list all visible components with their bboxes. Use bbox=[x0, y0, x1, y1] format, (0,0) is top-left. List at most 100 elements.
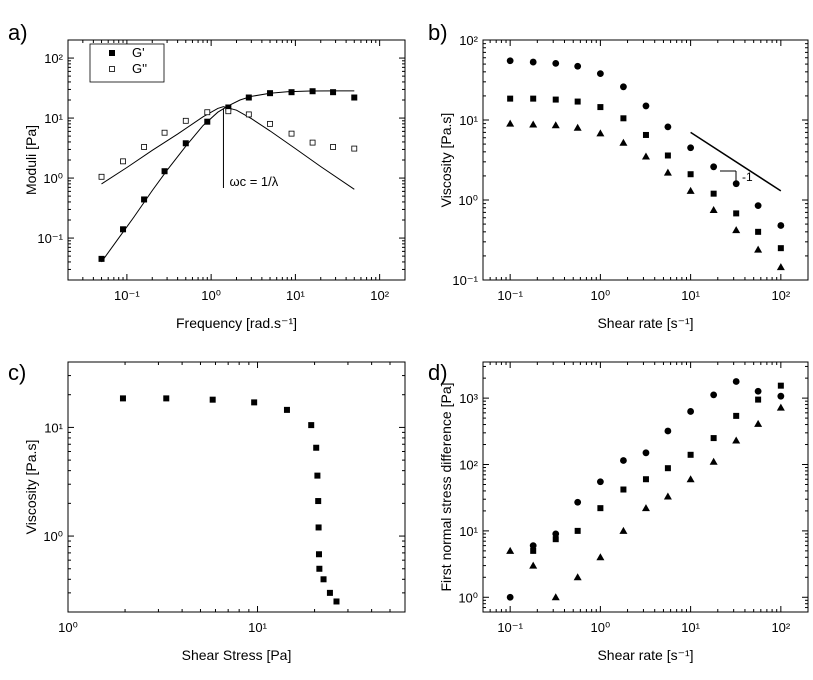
data-point bbox=[574, 98, 581, 105]
y-tick-label: 10¹ bbox=[44, 111, 63, 126]
data-point bbox=[333, 598, 340, 605]
x-tick-label: 10⁻¹ bbox=[114, 288, 140, 303]
data-point bbox=[573, 123, 582, 131]
x-tick-label: 10² bbox=[771, 288, 790, 303]
plot-frame bbox=[482, 39, 809, 281]
data-point bbox=[141, 144, 147, 150]
data-point bbox=[755, 396, 762, 403]
data-point bbox=[574, 527, 581, 534]
data-point bbox=[309, 88, 316, 95]
data-point bbox=[120, 226, 127, 233]
data-point bbox=[530, 95, 537, 102]
legend-box bbox=[89, 43, 165, 83]
x-tick-label: 10⁰ bbox=[201, 288, 221, 303]
data-point bbox=[777, 392, 785, 400]
data-point bbox=[182, 117, 189, 124]
y-tick-label: 10⁻¹ bbox=[452, 273, 478, 288]
data-point bbox=[754, 419, 763, 427]
x-axis-title: Shear Stress [Pa] bbox=[182, 647, 292, 663]
data-point bbox=[204, 118, 211, 125]
data-point bbox=[182, 140, 189, 147]
data-point bbox=[551, 593, 560, 601]
data-point bbox=[710, 435, 717, 442]
x-tick-label: 10¹ bbox=[286, 288, 305, 303]
data-point bbox=[552, 530, 560, 538]
data-point bbox=[283, 406, 290, 413]
data-point bbox=[641, 152, 650, 160]
legend-label: G' bbox=[132, 45, 145, 60]
data-point bbox=[530, 547, 537, 554]
series-G bbox=[98, 108, 358, 180]
data-point bbox=[141, 196, 148, 203]
x-tick-label: 10⁻¹ bbox=[497, 288, 523, 303]
data-point bbox=[663, 492, 672, 500]
data-point bbox=[733, 210, 740, 217]
data-point bbox=[664, 465, 671, 472]
data-point bbox=[209, 396, 216, 403]
data-point bbox=[732, 436, 741, 444]
series-squares bbox=[119, 395, 340, 605]
series-squares bbox=[530, 382, 784, 554]
data-point bbox=[620, 83, 627, 91]
panel-b: b) 10⁻¹ 10⁰ 10¹ 10² 10⁻¹ 10⁰ 10¹ 10² Shear rate [… bbox=[428, 20, 809, 331]
data-point bbox=[552, 96, 559, 103]
data-point bbox=[251, 399, 258, 406]
data-point bbox=[642, 449, 650, 457]
data-point bbox=[686, 186, 695, 194]
data-point bbox=[620, 457, 627, 464]
data-point bbox=[664, 152, 671, 159]
data-point bbox=[315, 524, 322, 531]
y-tick-label: 10³ bbox=[459, 391, 478, 406]
data-point bbox=[309, 139, 316, 146]
data-point bbox=[687, 171, 694, 178]
data-point bbox=[642, 102, 650, 110]
data-point bbox=[529, 120, 538, 128]
data-point bbox=[732, 226, 741, 234]
panel-a: a) 10⁻¹ 10⁰ 10¹ 10² 10⁻¹ 10⁰ 10¹ 10² Frequency [r… bbox=[8, 20, 406, 331]
y-axis-title: Viscosity [Pa.s] bbox=[438, 113, 454, 208]
x-tick-label: 10⁰ bbox=[591, 288, 611, 303]
data-point bbox=[314, 472, 321, 479]
x-tick-label: 10¹ bbox=[681, 620, 700, 635]
x-tick-label: 10⁰ bbox=[58, 620, 78, 635]
data-point bbox=[351, 145, 358, 152]
data-point bbox=[120, 158, 126, 165]
panel-label: b) bbox=[428, 20, 448, 45]
data-point bbox=[619, 138, 628, 146]
x-tick-label: 10² bbox=[370, 288, 389, 303]
tick-marks bbox=[67, 39, 406, 281]
data-point bbox=[754, 202, 762, 210]
series-circles bbox=[506, 378, 785, 601]
data-point bbox=[709, 457, 718, 465]
data-point bbox=[777, 222, 785, 229]
y-axis-title: Moduli [Pa] bbox=[23, 125, 39, 195]
plot-frame bbox=[482, 361, 809, 613]
tick-marks bbox=[482, 362, 809, 613]
data-point bbox=[506, 57, 514, 65]
data-point bbox=[204, 109, 211, 116]
data-point bbox=[529, 58, 537, 66]
series-G bbox=[98, 88, 358, 262]
data-point bbox=[754, 245, 763, 253]
data-point bbox=[551, 121, 560, 129]
data-point bbox=[620, 486, 627, 493]
data-point bbox=[710, 190, 717, 197]
y-axis-title: First normal stress difference [Pa] bbox=[438, 382, 454, 591]
data-point bbox=[663, 168, 672, 176]
data-point bbox=[732, 180, 740, 188]
data-point bbox=[777, 382, 784, 389]
data-point bbox=[351, 94, 358, 101]
slope-annotation: -1 bbox=[742, 170, 753, 184]
data-point bbox=[574, 498, 582, 506]
y-tick-label: 10⁰ bbox=[458, 590, 478, 605]
x-tick-label: 10⁻¹ bbox=[497, 620, 523, 635]
y-tick-label: 10⁰ bbox=[43, 171, 63, 186]
tick-marks bbox=[482, 39, 809, 281]
data-point bbox=[755, 228, 762, 235]
y-tick-label: 10¹ bbox=[44, 420, 63, 435]
data-point bbox=[326, 589, 333, 596]
data-point bbox=[732, 378, 740, 385]
x-tick-label: 10¹ bbox=[681, 288, 700, 303]
slope-line bbox=[690, 131, 782, 192]
